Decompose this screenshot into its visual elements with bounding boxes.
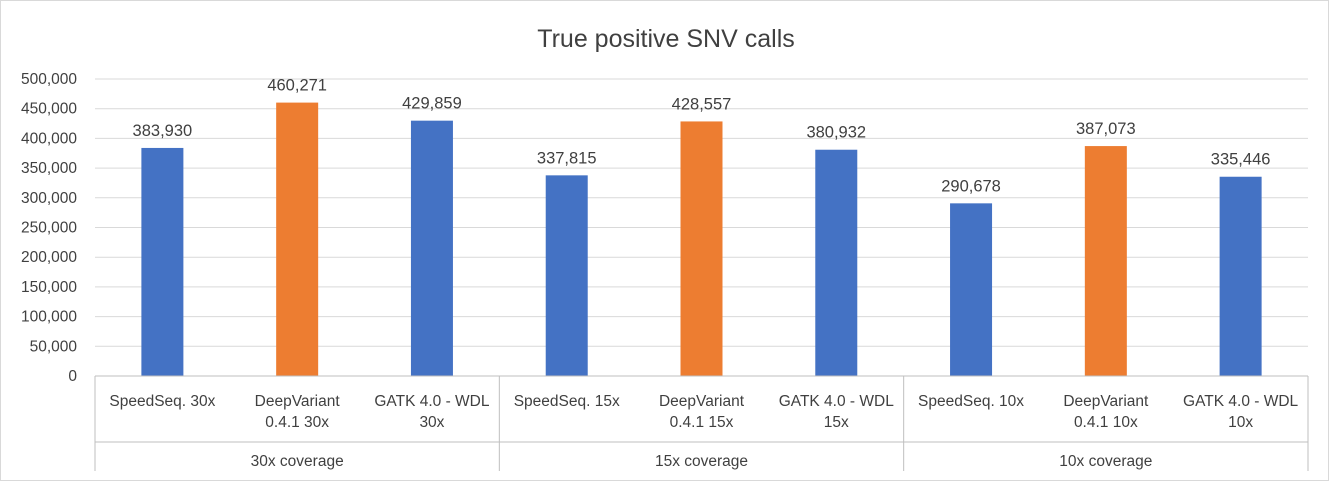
data-labels: 383,930 460,271 429,859 337,815 428,557 380,9…	[133, 77, 1271, 196]
data-label: 335,446	[1211, 151, 1271, 169]
bars	[141, 102, 1262, 377]
category-label: GATK 4.0 - WDL	[1183, 393, 1299, 410]
y-tick-label: 400,000	[21, 130, 77, 147]
category-label: 0.4.1 30x	[265, 414, 329, 431]
group-label: 30x coverage	[251, 453, 344, 470]
category-label: GATK 4.0 - WDL	[779, 393, 895, 410]
category-label: DeepVariant	[1063, 393, 1149, 410]
data-label: 428,557	[672, 95, 732, 113]
y-tick-label: 100,000	[21, 309, 77, 326]
group-label: 15x coverage	[655, 453, 748, 470]
category-label: 0.4.1 15x	[670, 414, 734, 431]
y-tick-label: 250,000	[21, 220, 77, 237]
y-tick-label: 200,000	[21, 249, 77, 266]
y-tick-label: 0	[68, 368, 77, 385]
category-label: 0.4.1 10x	[1074, 414, 1138, 431]
bar	[1084, 146, 1127, 376]
bar	[950, 203, 993, 376]
chart-title: True positive SNV calls	[537, 25, 795, 53]
bar	[141, 147, 184, 376]
data-label: 380,932	[806, 124, 866, 142]
bar	[1219, 176, 1262, 376]
data-label: 429,859	[402, 95, 462, 113]
bar	[680, 121, 723, 377]
y-tick-label: 450,000	[21, 101, 77, 118]
y-tick-label: 50,000	[30, 338, 78, 355]
bar	[545, 175, 588, 376]
category-label: SpeedSeq. 30x	[109, 393, 215, 410]
y-tick-label: 350,000	[21, 160, 77, 177]
data-label: 387,073	[1076, 120, 1136, 138]
category-axis: SpeedSeq. 30x DeepVariant 0.4.1 30x GATK 4.…	[94, 375, 1309, 471]
data-label: 337,815	[537, 149, 597, 167]
y-tick-label: 300,000	[21, 190, 77, 207]
group-label: 10x coverage	[1059, 453, 1152, 470]
category-label: GATK 4.0 - WDL	[374, 393, 490, 410]
category-label: 15x	[824, 414, 849, 431]
bar	[276, 102, 319, 376]
bar	[410, 120, 453, 376]
category-label: SpeedSeq. 15x	[514, 393, 620, 410]
y-axis-tick-labels: 0 50,000 100,000 150,000 200,000 250,000 300,0…	[21, 71, 77, 385]
category-label: 30x	[419, 414, 444, 431]
category-label: DeepVariant	[659, 393, 745, 410]
data-label: 290,678	[941, 177, 1001, 195]
data-label: 383,930	[133, 122, 193, 140]
category-label: DeepVariant	[255, 393, 341, 410]
category-label: SpeedSeq. 10x	[918, 393, 1024, 410]
y-tick-label: 150,000	[21, 279, 77, 296]
data-label: 460,271	[267, 77, 327, 95]
category-label: 10x	[1228, 414, 1253, 431]
bar	[815, 149, 858, 376]
y-tick-label: 500,000	[21, 71, 77, 88]
